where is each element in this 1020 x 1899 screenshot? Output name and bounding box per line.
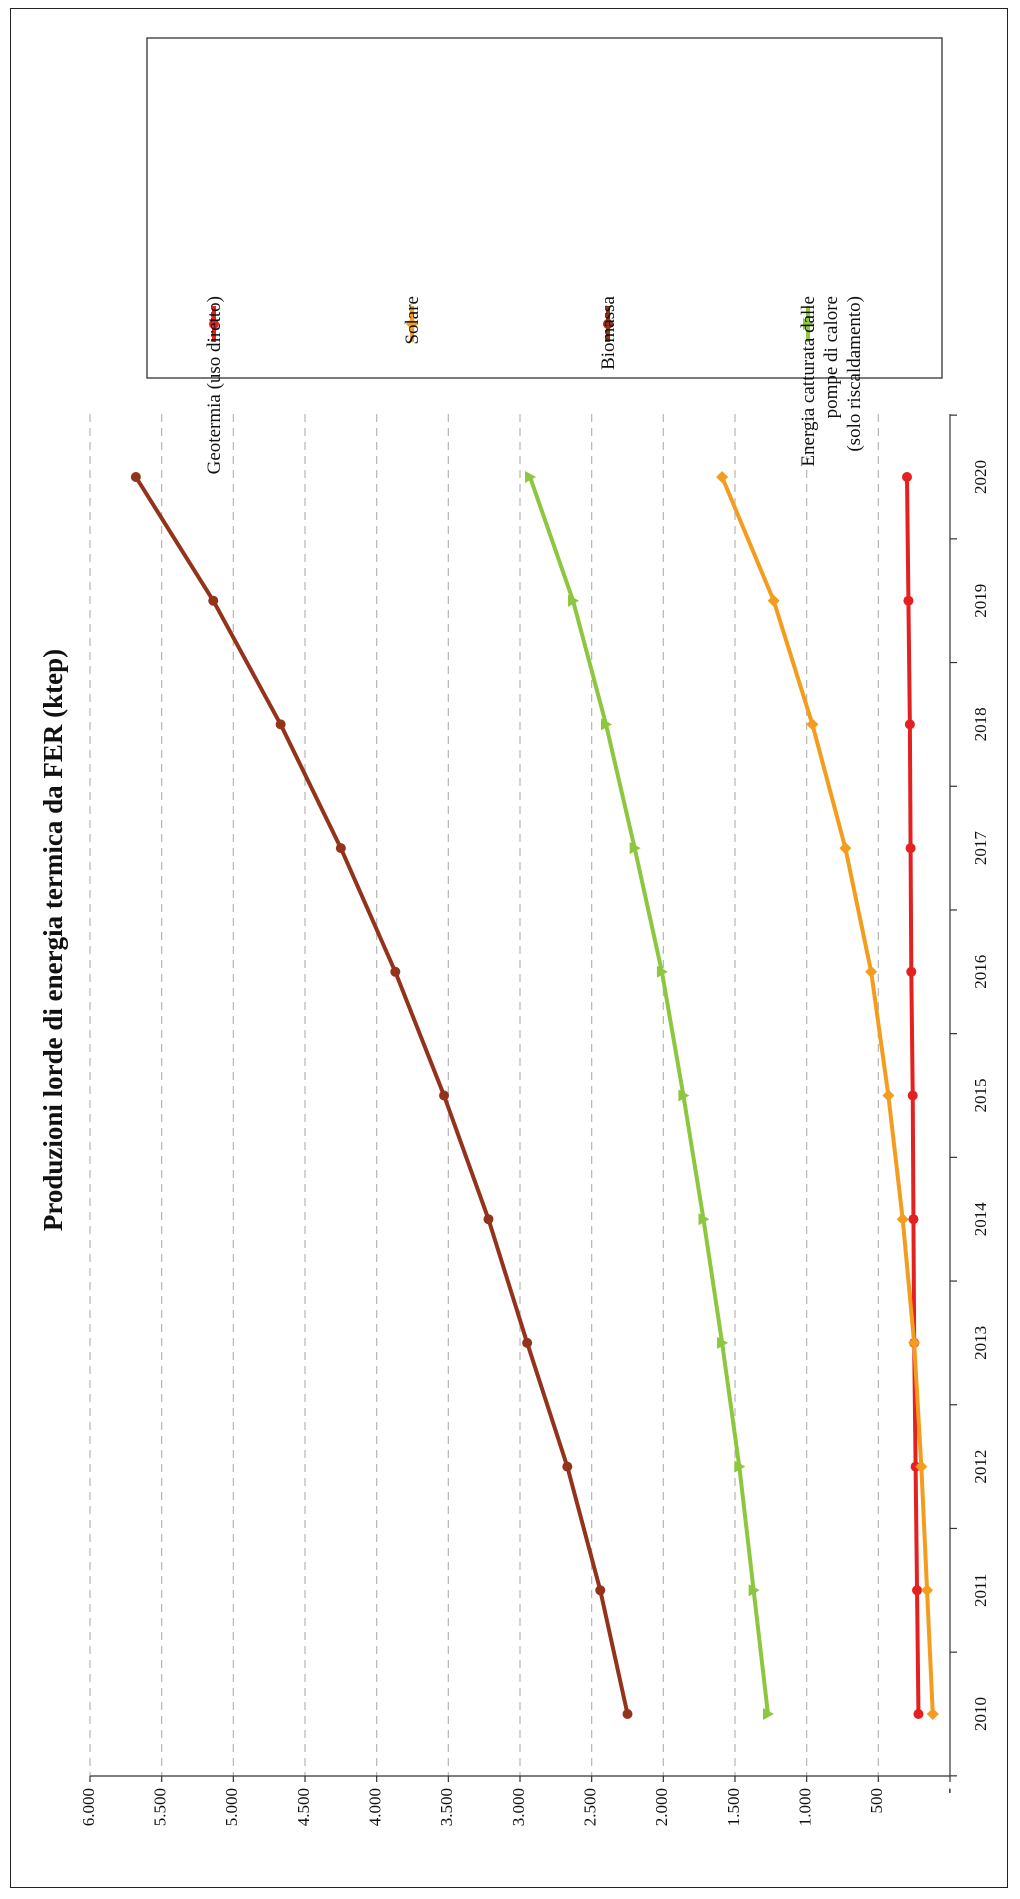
year-tick-label: 2010 bbox=[971, 1697, 990, 1731]
legend-item: Solare bbox=[402, 296, 423, 345]
value-tick-label: 2.000 bbox=[652, 1788, 671, 1826]
data-point bbox=[717, 1336, 729, 1349]
data-point bbox=[907, 1090, 918, 1101]
data-point bbox=[904, 719, 915, 730]
data-point bbox=[716, 471, 729, 483]
data-point bbox=[208, 595, 219, 606]
data-point bbox=[522, 1337, 533, 1348]
legend-label: pompe di calore bbox=[821, 296, 842, 418]
data-point bbox=[335, 843, 346, 854]
chart-title: Produzioni lorde di energia termica da F… bbox=[38, 649, 68, 1231]
data-point bbox=[525, 471, 537, 483]
data-point bbox=[439, 1090, 450, 1101]
data-point bbox=[734, 1460, 746, 1473]
year-tick-label: 2015 bbox=[971, 1079, 990, 1113]
data-point bbox=[915, 1460, 928, 1473]
data-point bbox=[678, 1089, 690, 1102]
value-tick-label: 1.000 bbox=[796, 1788, 815, 1826]
data-point bbox=[865, 965, 878, 978]
data-point bbox=[562, 1461, 573, 1472]
legend-box bbox=[146, 37, 943, 379]
legend-marker bbox=[803, 318, 814, 330]
grid-lines bbox=[89, 414, 879, 1776]
data-point bbox=[698, 1213, 710, 1226]
data-point bbox=[902, 472, 912, 482]
data-point bbox=[921, 1584, 934, 1597]
year-tick-label: 2013 bbox=[971, 1326, 990, 1360]
value-tick-label: 5.000 bbox=[222, 1788, 241, 1826]
value-tick-label: - bbox=[939, 1788, 958, 1794]
data-point bbox=[568, 594, 580, 607]
value-tick-label: 6.000 bbox=[79, 1788, 98, 1826]
legend-label: Solare bbox=[402, 296, 423, 345]
data-point bbox=[130, 472, 141, 482]
legend: Geotermia (uso diretto) Solare Biomassa Ene… bbox=[146, 37, 943, 474]
legend-label: (solo riscaldamento) bbox=[844, 296, 865, 452]
legend-label: Geotermia (uso diretto) bbox=[204, 296, 225, 474]
data-point bbox=[622, 1709, 633, 1719]
data-point bbox=[275, 719, 286, 730]
y-tick-labels: - 500 1.000 1.500 2.000 2.500 3.000 3.500 4.000 4… bbox=[79, 1788, 958, 1827]
value-tick-label: 4.000 bbox=[366, 1788, 385, 1826]
year-tick-label: 2012 bbox=[971, 1450, 990, 1484]
data-point bbox=[483, 1214, 494, 1225]
value-tick-label: 4.500 bbox=[294, 1788, 313, 1826]
data-point bbox=[912, 1585, 923, 1596]
legend-label: Biomassa bbox=[598, 295, 619, 369]
legend-marker bbox=[209, 319, 219, 329]
value-tick-label: 2.500 bbox=[581, 1788, 600, 1826]
value-tick-label: 1.500 bbox=[724, 1788, 743, 1826]
value-tick-label: 500 bbox=[867, 1788, 886, 1814]
series-2 bbox=[130, 472, 633, 1719]
series-line bbox=[134, 475, 630, 1715]
data-point bbox=[908, 1214, 919, 1225]
x-tick-labels: 2010 2011 2012 2013 2014 2015 2016 2017 2018 2019… bbox=[971, 460, 990, 1731]
year-tick-label: 2011 bbox=[971, 1574, 990, 1607]
data-point bbox=[896, 1213, 909, 1226]
data-point bbox=[601, 718, 612, 731]
data-point bbox=[839, 842, 852, 855]
data-point bbox=[762, 1708, 774, 1720]
data-point bbox=[908, 1336, 921, 1349]
value-tick-label: 3.000 bbox=[509, 1788, 528, 1826]
chart-frame bbox=[10, 8, 1008, 1888]
value-tick-label: 3.500 bbox=[437, 1788, 456, 1826]
year-tick-label: 2019 bbox=[971, 584, 990, 618]
legend-item: Biomassa bbox=[598, 295, 619, 369]
data-point bbox=[903, 595, 914, 606]
year-tick-label: 2014 bbox=[971, 1202, 990, 1237]
data-point bbox=[806, 718, 819, 731]
legend-marker bbox=[406, 318, 418, 330]
series-lines bbox=[130, 471, 939, 1720]
data-point bbox=[748, 1584, 760, 1597]
series-0 bbox=[902, 472, 924, 1719]
year-tick-label: 2017 bbox=[971, 831, 990, 866]
legend-marker bbox=[603, 319, 613, 329]
value-tick-label: 5.500 bbox=[151, 1788, 170, 1826]
data-point bbox=[882, 1089, 895, 1102]
data-point bbox=[629, 842, 641, 855]
series-1 bbox=[716, 471, 939, 1720]
data-point bbox=[926, 1708, 939, 1720]
data-point bbox=[656, 965, 668, 978]
legend-label: Energia catturata dalle bbox=[798, 296, 819, 467]
data-point bbox=[905, 843, 916, 854]
data-point bbox=[390, 966, 401, 977]
year-tick-label: 2020 bbox=[971, 460, 990, 494]
axes bbox=[89, 414, 957, 1782]
year-tick-label: 2016 bbox=[971, 955, 990, 989]
year-tick-label: 2018 bbox=[971, 707, 990, 741]
series-3 bbox=[525, 471, 774, 1720]
series-line bbox=[528, 476, 770, 1715]
data-point bbox=[595, 1585, 606, 1596]
legend-item: Geotermia (uso diretto) bbox=[204, 296, 225, 474]
legend-item: Energia catturata dalle pompe di calore (s… bbox=[798, 296, 865, 467]
data-point bbox=[906, 966, 917, 977]
data-point bbox=[913, 1709, 924, 1719]
data-point bbox=[767, 594, 780, 607]
series-line bbox=[720, 476, 935, 1715]
